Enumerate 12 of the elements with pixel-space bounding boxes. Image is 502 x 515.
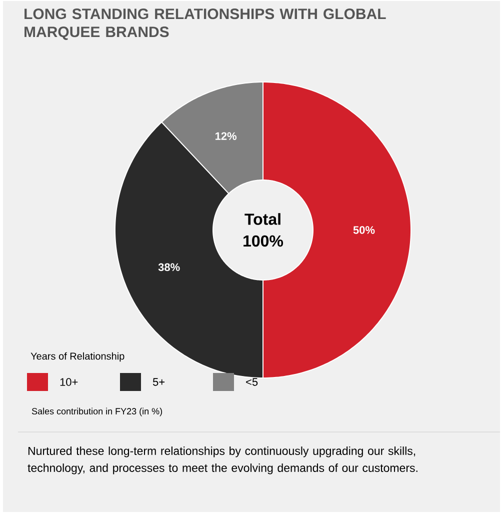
legend-label: <5 <box>246 378 258 386</box>
text: Sales contribution in FY23 (in %) <box>32 408 162 416</box>
data-label: 38% <box>158 263 180 272</box>
chart-title: LONG STANDING RELATIONSHIPS WITH GLOBAL MARQUEE BRANDS <box>24 8 386 40</box>
legend-label: 5+ <box>152 378 165 386</box>
legend-label: 10+ <box>60 378 78 386</box>
legend-title: Years of Relationship <box>30 352 124 362</box>
text: Nurtured these long-term relationships by continuously upgrading our skills, technology, and processes to meet the evolving demands of our customers. <box>28 446 418 474</box>
text: 100% <box>244 235 284 247</box>
data-label: 12% <box>216 132 237 140</box>
text: Total <box>244 213 280 225</box>
data-label: 50% <box>353 226 375 234</box>
